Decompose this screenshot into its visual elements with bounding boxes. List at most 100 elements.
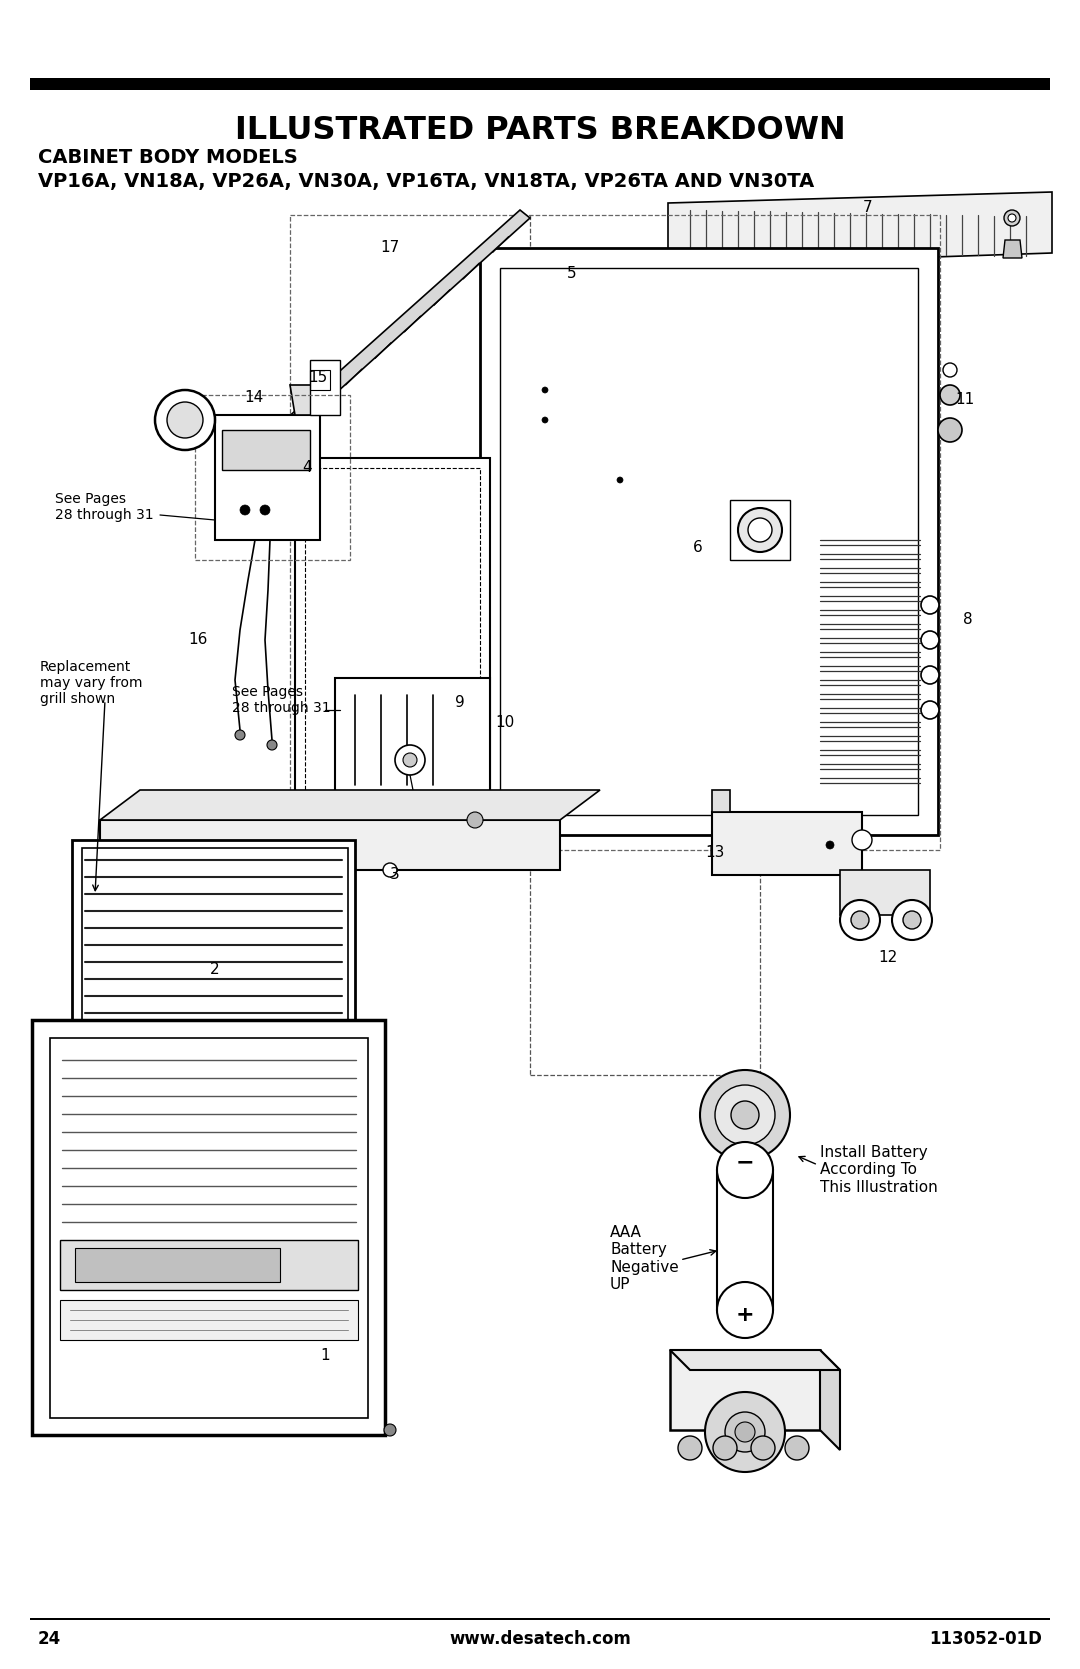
Text: See Pages
28 through 31: See Pages 28 through 31 xyxy=(232,684,330,716)
Text: 9: 9 xyxy=(455,696,464,711)
Polygon shape xyxy=(222,431,310,471)
Polygon shape xyxy=(32,1020,384,1435)
Polygon shape xyxy=(295,457,490,819)
Circle shape xyxy=(826,841,834,850)
Polygon shape xyxy=(450,809,500,829)
Circle shape xyxy=(717,1282,773,1339)
Circle shape xyxy=(403,753,417,768)
Circle shape xyxy=(260,506,270,516)
Bar xyxy=(30,1617,1050,1621)
Text: See Pages
28 through 31: See Pages 28 through 31 xyxy=(55,492,153,522)
Polygon shape xyxy=(820,1350,840,1450)
Polygon shape xyxy=(100,789,600,819)
Circle shape xyxy=(738,507,782,552)
Text: 3: 3 xyxy=(390,868,400,883)
Polygon shape xyxy=(712,813,862,875)
Polygon shape xyxy=(669,192,1052,265)
Circle shape xyxy=(851,911,869,930)
Text: www.desatech.com: www.desatech.com xyxy=(449,1631,631,1647)
Polygon shape xyxy=(670,1350,840,1370)
Text: 11: 11 xyxy=(956,392,974,407)
Text: Replacement
may vary from
grill shown: Replacement may vary from grill shown xyxy=(40,659,143,706)
Text: Install Battery
According To
This Illustration: Install Battery According To This Illust… xyxy=(820,1145,937,1195)
Text: 17: 17 xyxy=(380,240,400,255)
Circle shape xyxy=(725,1412,765,1452)
Circle shape xyxy=(939,417,962,442)
Polygon shape xyxy=(480,249,939,834)
Text: 10: 10 xyxy=(496,716,515,731)
Text: +: + xyxy=(735,1305,754,1325)
Circle shape xyxy=(892,900,932,940)
Circle shape xyxy=(156,391,215,451)
Polygon shape xyxy=(72,840,355,1060)
Circle shape xyxy=(921,666,939,684)
Circle shape xyxy=(715,1085,775,1145)
Text: 1: 1 xyxy=(320,1347,329,1362)
Text: 16: 16 xyxy=(188,633,207,648)
Text: 4: 4 xyxy=(302,461,312,476)
Circle shape xyxy=(384,1424,396,1435)
Circle shape xyxy=(943,362,957,377)
Text: VP16A, VN18A, VP26A, VN30A, VP16TA, VN18TA, VP26TA AND VN30TA: VP16A, VN18A, VP26A, VN30A, VP16TA, VN18… xyxy=(38,172,814,190)
Circle shape xyxy=(705,1392,785,1472)
Circle shape xyxy=(921,631,939,649)
Polygon shape xyxy=(75,1248,280,1282)
Text: AAA
Battery
Negative
UP: AAA Battery Negative UP xyxy=(610,1225,678,1292)
Circle shape xyxy=(1004,210,1020,225)
Text: 24: 24 xyxy=(38,1631,62,1647)
Circle shape xyxy=(542,387,548,392)
Bar xyxy=(30,78,1050,90)
Circle shape xyxy=(940,386,960,406)
Polygon shape xyxy=(310,361,340,416)
Circle shape xyxy=(731,1102,759,1128)
Polygon shape xyxy=(717,1170,773,1310)
Text: 2: 2 xyxy=(211,963,220,978)
Polygon shape xyxy=(60,1300,357,1340)
Polygon shape xyxy=(100,1041,330,1060)
Circle shape xyxy=(840,900,880,940)
Text: ILLUSTRATED PARTS BREAKDOWN: ILLUSTRATED PARTS BREAKDOWN xyxy=(234,115,846,145)
Circle shape xyxy=(542,417,548,422)
Circle shape xyxy=(678,1435,702,1460)
Text: 14: 14 xyxy=(244,391,264,406)
Circle shape xyxy=(235,729,245,739)
Circle shape xyxy=(700,1070,789,1160)
Polygon shape xyxy=(712,789,730,813)
Circle shape xyxy=(267,739,276,749)
Circle shape xyxy=(735,1422,755,1442)
Circle shape xyxy=(921,596,939,614)
Text: −: − xyxy=(735,1152,754,1172)
Circle shape xyxy=(751,1435,775,1460)
Text: 15: 15 xyxy=(309,371,327,386)
Polygon shape xyxy=(215,416,320,541)
Text: 12: 12 xyxy=(878,950,897,965)
Polygon shape xyxy=(335,678,490,799)
Circle shape xyxy=(467,813,483,828)
Polygon shape xyxy=(285,210,530,431)
Circle shape xyxy=(713,1435,737,1460)
Circle shape xyxy=(167,402,203,437)
Circle shape xyxy=(903,911,921,930)
Polygon shape xyxy=(670,1350,820,1430)
Text: 8: 8 xyxy=(963,613,973,628)
Circle shape xyxy=(383,863,397,876)
Polygon shape xyxy=(60,1240,357,1290)
Text: CABINET BODY MODELS: CABINET BODY MODELS xyxy=(38,149,298,167)
Text: 6: 6 xyxy=(693,539,703,554)
Polygon shape xyxy=(1003,240,1022,259)
Circle shape xyxy=(748,517,772,542)
Text: 113052-01D: 113052-01D xyxy=(929,1631,1042,1647)
Circle shape xyxy=(717,1142,773,1198)
Circle shape xyxy=(852,829,872,850)
Circle shape xyxy=(395,744,426,774)
Circle shape xyxy=(921,701,939,719)
Polygon shape xyxy=(291,386,340,416)
Polygon shape xyxy=(840,870,930,915)
Text: 7: 7 xyxy=(863,200,873,215)
Circle shape xyxy=(617,477,623,482)
Circle shape xyxy=(1008,214,1016,222)
Polygon shape xyxy=(500,269,918,814)
Text: 5: 5 xyxy=(567,265,577,280)
Circle shape xyxy=(240,506,249,516)
Circle shape xyxy=(785,1435,809,1460)
